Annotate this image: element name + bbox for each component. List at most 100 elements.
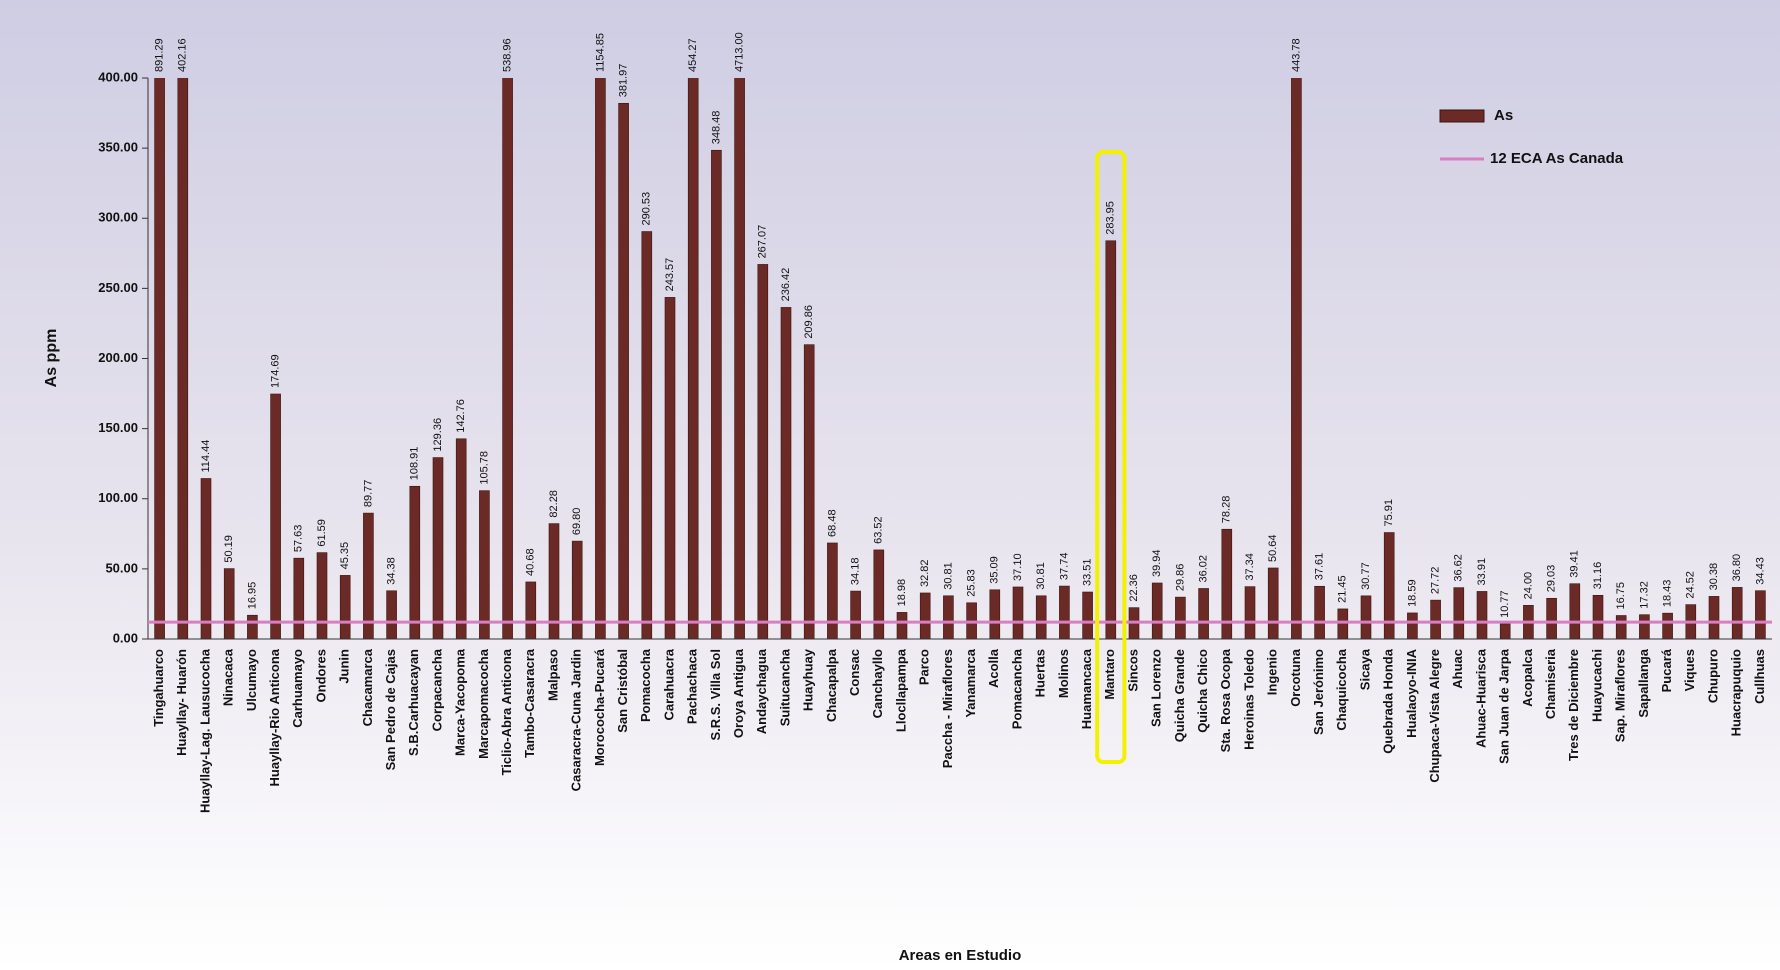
bar <box>1546 597 1557 640</box>
x-tick-label: Orcotuna <box>1288 648 1303 707</box>
x-tick-label: Malpaso <box>545 649 560 701</box>
bar <box>989 589 1001 640</box>
value-label: 39.41 <box>1569 550 1581 578</box>
value-label: 16.95 <box>246 582 258 610</box>
legend-label: As <box>1494 107 1513 124</box>
bar <box>363 512 374 640</box>
x-tick-label: Morococha-Pucará <box>592 648 607 766</box>
bar <box>664 297 676 640</box>
value-label: 236.42 <box>780 268 792 302</box>
x-tick-label: Consac <box>847 649 862 696</box>
x-tick-label: Carhuamayo <box>290 649 305 728</box>
value-label: 108.91 <box>409 447 421 481</box>
value-label: 69.80 <box>571 508 583 536</box>
y-tick-label: 50.00 <box>105 560 138 575</box>
value-label: 18.43 <box>1662 580 1674 608</box>
x-tick-label: Sincos <box>1125 649 1140 692</box>
value-label: 37.74 <box>1058 553 1070 581</box>
x-tick-label: Acolla <box>986 648 1001 688</box>
y-tick-label: 300.00 <box>98 210 138 225</box>
value-label: 37.10 <box>1012 553 1024 581</box>
value-label: 17.32 <box>1638 581 1650 609</box>
value-label: 1154.85 <box>594 33 606 72</box>
x-tick-label: Huertas <box>1033 649 1048 697</box>
bar <box>1639 614 1650 640</box>
x-tick-label: Quicha Chico <box>1195 649 1210 733</box>
bar <box>479 490 490 640</box>
x-tick-label: Ulcumayo <box>244 649 259 711</box>
x-tick-label: Huayllay- Huarón <box>174 649 189 756</box>
value-label: 27.72 <box>1430 567 1442 595</box>
value-label: 33.91 <box>1476 558 1488 586</box>
value-label: 402.16 <box>177 38 189 72</box>
y-tick-label: 150.00 <box>98 420 138 435</box>
value-label: 381.97 <box>618 64 630 98</box>
bar <box>1267 567 1279 640</box>
value-label: 209.86 <box>803 305 815 339</box>
y-tick-label: 350.00 <box>98 140 138 155</box>
x-tick-label: Marca-Yacopoma <box>453 648 468 756</box>
x-tick-label: San Cristóbal <box>615 649 630 733</box>
x-tick-label: Ingenio <box>1265 649 1280 695</box>
x-tick-label: Ahuac <box>1450 649 1465 689</box>
x-tick-label: Corpacancha <box>429 648 444 731</box>
x-tick-label: Heroinas Toledo <box>1241 649 1256 750</box>
x-tick-label: Huayucachi <box>1589 649 1604 722</box>
value-label: 29.03 <box>1546 565 1558 593</box>
value-label: 18.59 <box>1406 579 1418 607</box>
x-tick-label: Mantaro <box>1102 649 1117 700</box>
value-label: 174.69 <box>270 354 282 388</box>
x-tick-label: Oroya Antigua <box>731 648 746 738</box>
x-tick-label: S.B.Carhuacayan <box>406 649 421 756</box>
x-tick-label: Chupuro <box>1705 649 1720 703</box>
x-tick-label: Sapallanga <box>1636 648 1651 717</box>
bar <box>1569 583 1581 640</box>
value-label: 75.91 <box>1383 499 1395 527</box>
bar <box>1430 599 1441 640</box>
x-tick-label: Tingahuarco <box>151 649 166 727</box>
bar <box>1615 615 1627 640</box>
value-label: 50.19 <box>223 535 235 563</box>
value-label: 16.75 <box>1615 582 1627 610</box>
x-tick-label: San Jerónimo <box>1311 649 1326 735</box>
bar <box>409 485 421 640</box>
value-label: 290.53 <box>641 192 653 226</box>
bar <box>1499 623 1511 640</box>
bar <box>1151 582 1163 640</box>
value-label: 348.48 <box>710 111 722 145</box>
y-tick-label: 100.00 <box>98 490 138 505</box>
x-tick-label: Paccha - Miraflores <box>940 649 955 768</box>
bar <box>687 78 699 640</box>
value-label: 61.59 <box>316 519 328 547</box>
x-tick-label: Tambo-Casaracra <box>522 648 537 758</box>
x-tick-label: Canchayllo <box>870 649 885 718</box>
value-label: 10.77 <box>1499 590 1511 618</box>
value-label: 36.80 <box>1731 554 1743 582</box>
value-label: 39.94 <box>1151 549 1163 577</box>
x-tick-label: Quebrada Honda <box>1381 648 1396 754</box>
bar <box>177 78 189 640</box>
bar <box>595 78 606 640</box>
x-tick-label: Tres de Diciembre <box>1566 649 1581 761</box>
bar <box>1175 596 1186 640</box>
x-tick-label: Parco <box>917 649 932 685</box>
bar <box>432 457 444 640</box>
value-label: 57.63 <box>293 525 305 553</box>
value-label: 34.38 <box>386 557 398 585</box>
bar <box>641 231 653 640</box>
value-label: 443.78 <box>1290 38 1302 72</box>
bar <box>803 344 815 640</box>
value-label: 37.61 <box>1314 553 1326 581</box>
y-tick-label: 400.00 <box>98 69 138 84</box>
x-tick-label: Junin <box>337 649 352 684</box>
bar <box>873 549 885 640</box>
bar <box>850 590 861 640</box>
x-tick-label: San Lorenzo <box>1149 649 1164 727</box>
bar <box>1407 612 1418 640</box>
y-tick-label: 200.00 <box>98 350 138 365</box>
plot-area <box>154 78 1766 640</box>
value-label: 21.45 <box>1337 575 1349 603</box>
bar <box>223 568 235 640</box>
x-tick-label: Chacamarca <box>360 648 375 726</box>
value-label: 30.81 <box>942 562 954 590</box>
